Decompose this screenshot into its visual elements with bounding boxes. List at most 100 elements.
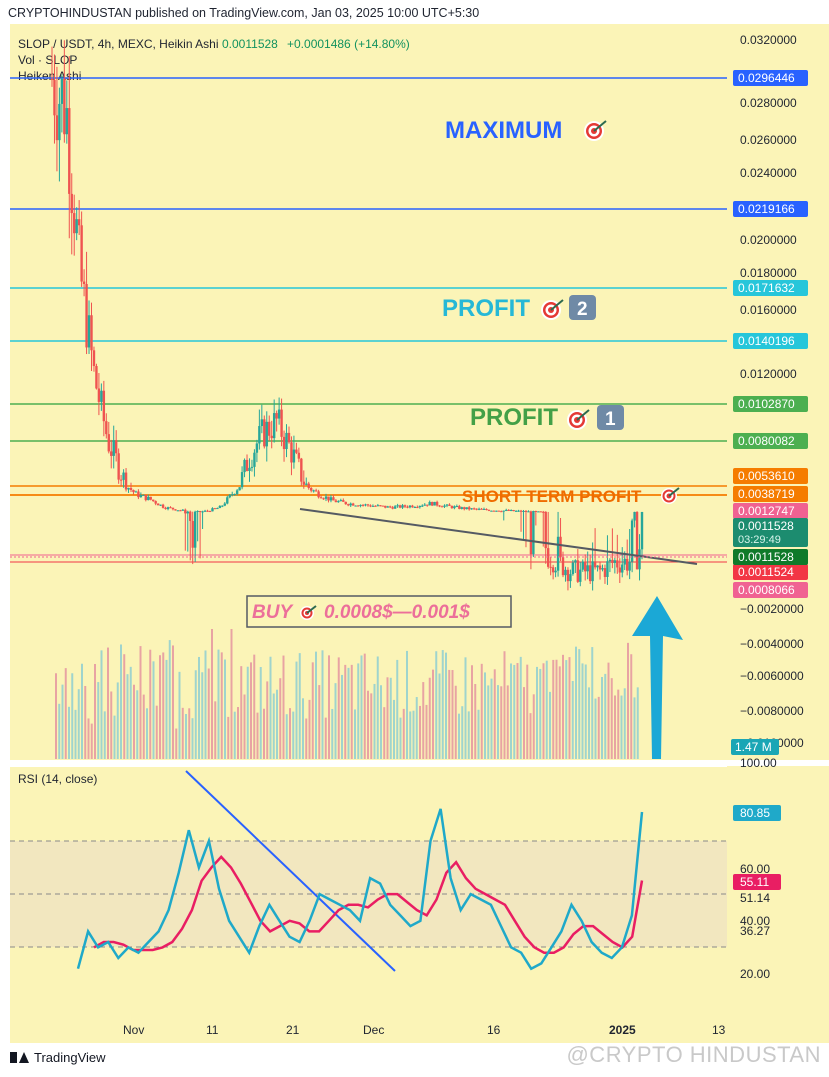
volume-bar [120, 644, 122, 759]
candle-body [490, 510, 493, 512]
legend-change: +0.0001486 (+14.80%) [287, 37, 410, 51]
candle-body [280, 409, 283, 437]
candle-body [228, 494, 231, 498]
candle-body [139, 494, 143, 498]
descending-trendline[interactable] [299, 508, 698, 565]
candle-body [480, 508, 483, 510]
candle-body [119, 479, 123, 481]
candle-body [176, 510, 180, 512]
candle-body [556, 536, 560, 571]
candle-body [507, 509, 510, 511]
candle-body [191, 520, 194, 548]
candle-body [179, 510, 182, 512]
volume-bar [636, 687, 639, 759]
volume-bar [139, 646, 142, 759]
volume-bar [383, 707, 386, 759]
target-dart-icon [541, 299, 564, 320]
candle-body [65, 108, 69, 135]
volume-bar [146, 708, 148, 759]
volume-bar [230, 629, 233, 759]
tradingview-logo[interactable]: TradingView [10, 1050, 106, 1065]
volume-bar [542, 663, 545, 759]
volume-bar [61, 684, 64, 759]
candle-body [102, 390, 106, 422]
candle-body [58, 103, 61, 141]
volume-bar [328, 655, 330, 759]
candle-body [509, 510, 513, 512]
candle-body [253, 452, 256, 467]
volume-bar [90, 723, 93, 759]
candle-body [124, 472, 128, 490]
candle-body [470, 508, 473, 510]
volume-bar [279, 678, 282, 759]
candle-body [584, 561, 587, 572]
candle-body [50, 78, 54, 80]
candle-body [144, 494, 148, 501]
time-tick: 21 [286, 1023, 300, 1037]
rsi-ma-line [93, 855, 644, 954]
volume-bars [55, 629, 639, 759]
candle-body [561, 557, 565, 576]
volume-bar [237, 707, 239, 759]
volume-bar [341, 674, 343, 759]
volume-bar [565, 660, 568, 759]
level-price-tag [733, 396, 808, 412]
volume-bar [58, 703, 61, 759]
volume-bar [191, 718, 194, 759]
volume-bar [477, 709, 480, 759]
candle-body [440, 506, 444, 508]
volume-bar [97, 682, 100, 759]
candle-body [122, 472, 125, 480]
candle-body [258, 426, 261, 444]
volume-bar [224, 659, 226, 759]
tradingview-chart[interactable]: SLOP / USDT, 4h, MEXC, Heikin Ashi 0.001… [0, 24, 829, 1046]
volume-bar [409, 711, 412, 759]
volume-bar [201, 672, 204, 759]
candle-body [268, 421, 271, 436]
candle-body [260, 419, 264, 427]
candle-body [384, 505, 387, 508]
candle-body [297, 452, 301, 459]
volume-bar [412, 710, 415, 759]
target-dart-icon [584, 120, 607, 141]
volume-bar [363, 653, 366, 759]
candle-body [216, 508, 219, 510]
rsi-trendline[interactable] [185, 770, 396, 972]
price-axis: 0.0296446 0.0219166 0.0171632 0.0140196 0.01… [731, 33, 808, 755]
price-tick: 0.0260000 [740, 133, 797, 147]
candle-body [327, 496, 330, 501]
volume-bar [458, 713, 460, 759]
volume-bar [620, 695, 623, 759]
volume-bar [318, 685, 321, 759]
buy-range: 0.0008$—0.001$ [324, 602, 470, 623]
candle-body [277, 409, 281, 419]
volume-bar [536, 666, 538, 759]
volume-bar [451, 670, 454, 759]
candle-body [537, 511, 540, 513]
candle-body [105, 421, 108, 435]
volume-bar [94, 663, 96, 759]
volume-bar [233, 711, 236, 759]
current-price-tag-2 [733, 549, 808, 565]
volume-bar [308, 699, 311, 759]
volume-bar [376, 656, 379, 759]
volume-bar [627, 642, 629, 759]
volume-bar [123, 654, 126, 759]
volume-bar [467, 711, 470, 759]
volume-bar [107, 647, 109, 759]
level-price-tag [733, 564, 808, 580]
candle-body [134, 491, 138, 493]
candle-body [233, 493, 236, 495]
candle-body [55, 115, 59, 141]
candle-body [374, 505, 377, 507]
candle-body [193, 511, 197, 548]
volume-bar [471, 665, 473, 759]
level-price-tag [733, 503, 808, 519]
candle-body [149, 496, 152, 500]
volume-bar [558, 666, 561, 759]
candle-body [549, 566, 552, 568]
legend-symbol: SLOP / USDT, 4h, MEXC, Heikin Ashi [18, 37, 219, 51]
candle-body [606, 561, 609, 577]
candle-body [628, 561, 631, 571]
volume-bar [389, 677, 392, 759]
